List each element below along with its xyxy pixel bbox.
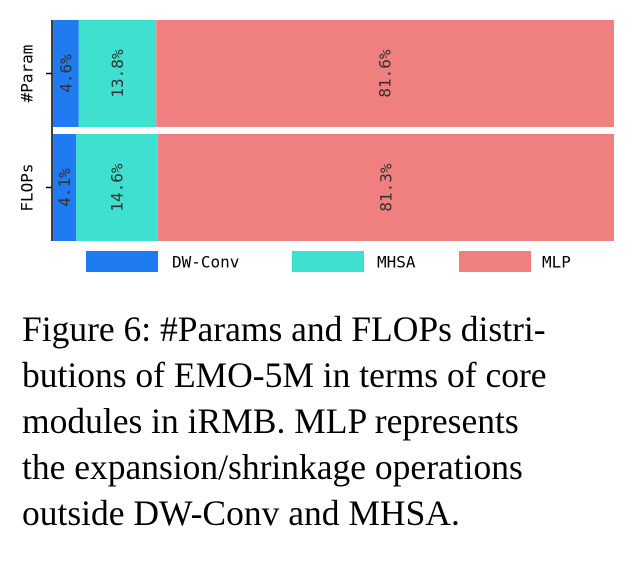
bar-dw-conv-2 — [53, 134, 77, 241]
legend-swatch-dw-conv — [86, 251, 158, 272]
legend-label-mhsa: MHSA — [377, 253, 416, 272]
data-label-mhsa-2: 14.6% — [107, 163, 126, 212]
category-label-1: #Param — [18, 45, 37, 103]
bar-mlp-1 — [156, 20, 614, 127]
bar-mhsa-2 — [76, 134, 158, 241]
bar-mlp-2 — [157, 134, 615, 241]
legend-label-mlp: MLP — [542, 253, 571, 272]
data-label-dw-conv-1: 4.6% — [56, 54, 75, 93]
data-label-mhsa-1: 13.8% — [108, 49, 127, 98]
caption-line-4: the expansion/shrinkage operations — [22, 447, 523, 487]
data-label-mlp-1: 81.6% — [376, 49, 395, 98]
y-axis: #Param FLOPs — [18, 20, 53, 241]
legend-swatch-mlp — [459, 251, 531, 272]
caption-line-5: outside DW-Conv and MHSA. — [22, 493, 460, 533]
data-label-dw-conv-2: 4.1% — [55, 168, 74, 207]
stacked-bar-chart: 4.6% 13.8% 81.6% 4.1% 14.6% 81.3% #Param FLOPs… — [18, 20, 615, 272]
caption-line-1: Figure 6: #Params and FLOPs distri- — [22, 309, 546, 349]
legend: DW-Conv MHSA MLP — [86, 251, 571, 272]
caption-line-2: butions of EMO-5M in terms of core — [22, 355, 547, 395]
caption-line-3: modules in iRMB. MLP represents — [22, 401, 519, 441]
bar-mhsa-1 — [78, 20, 157, 127]
bars-group: 4.6% 13.8% 81.6% 4.1% 14.6% 81.3% — [53, 20, 615, 241]
legend-label-dw-conv: DW-Conv — [172, 253, 239, 272]
bar-dw-conv-1 — [53, 20, 79, 127]
legend-swatch-mhsa — [292, 251, 364, 272]
data-label-mlp-2: 81.3% — [376, 163, 395, 212]
category-label-2: FLOPs — [18, 163, 37, 211]
figure-caption: Figure 6: #Params and FLOPs distri- buti… — [22, 306, 622, 536]
